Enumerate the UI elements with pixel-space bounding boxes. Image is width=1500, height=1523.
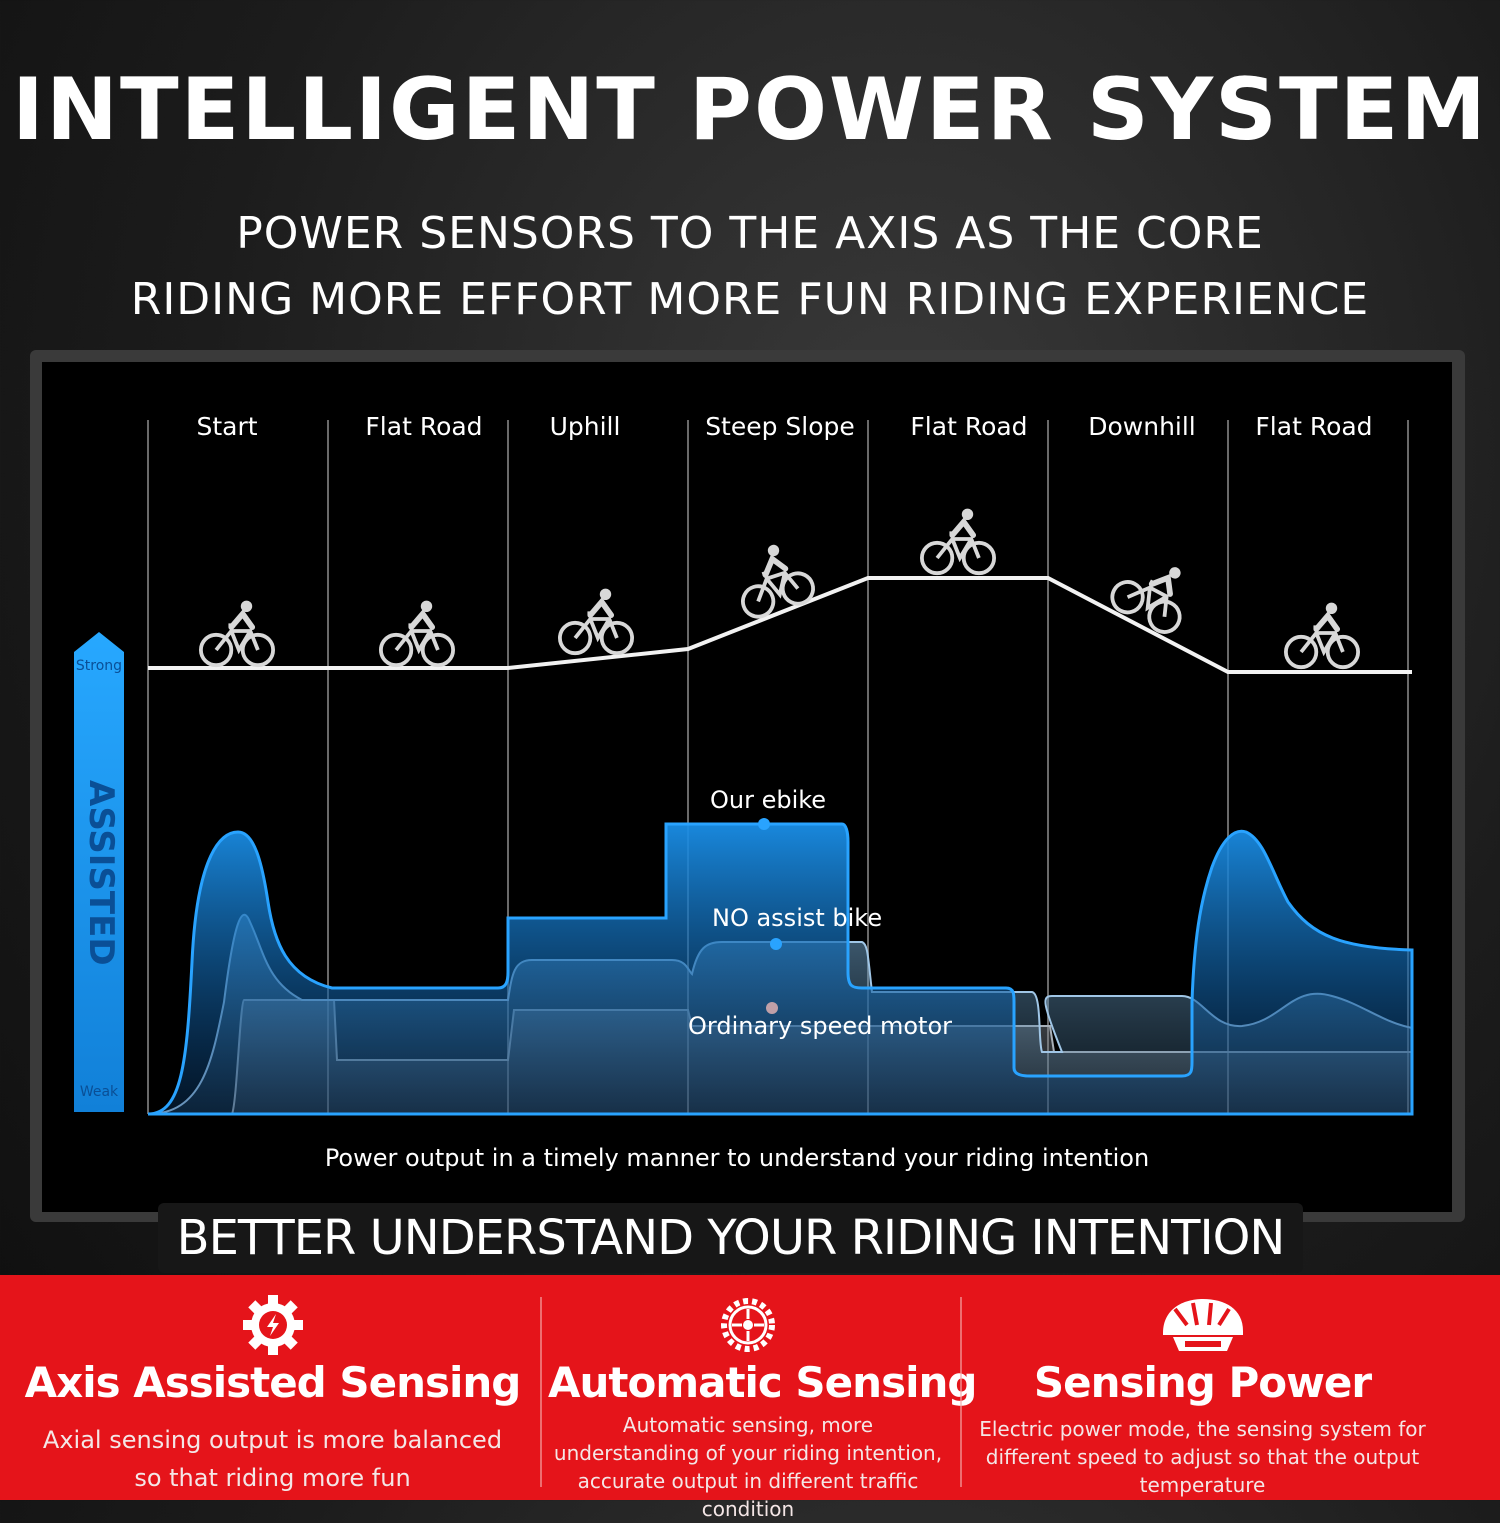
subtitle-line-1: POWER SENSORS TO THE AXIS AS THE CORE xyxy=(236,208,1264,259)
assisted-axis-arrow: Strong Weak ASSISTED xyxy=(74,632,124,1112)
feature-title: Axis Assisted Sensing xyxy=(24,1358,522,1407)
segment-label: Flat Road xyxy=(365,412,482,441)
terrain-line xyxy=(148,576,1412,674)
segment-label: Downhill xyxy=(1088,412,1196,441)
feature-description: Electric power mode, the sensing system … xyxy=(979,1417,1426,1497)
page-title: INTELLIGENT POWER SYSTEM xyxy=(12,60,1488,160)
segment-label: Flat Road xyxy=(1255,412,1372,441)
axis-strong-label: Strong xyxy=(76,658,122,674)
feature-title: Sensing Power xyxy=(1033,1358,1372,1407)
feature-description: Automatic sensing, more understanding of… xyxy=(553,1413,943,1521)
segment-label: Uphill xyxy=(550,412,621,441)
series-label-ordinary: Ordinary speed motor xyxy=(688,1012,952,1040)
segment-label: Flat Road xyxy=(910,412,1027,441)
series-marker xyxy=(758,818,770,830)
gear-bolt-icon xyxy=(223,1295,323,1359)
helmet-icon xyxy=(1153,1295,1253,1359)
cyclist-icon xyxy=(560,589,632,654)
feature-automatic-sensing: Automatic Sensing Automatic sensing, mor… xyxy=(548,1275,977,1521)
subtitle-line-2: RIDING MORE EFFORT MORE FUN RIDING EXPER… xyxy=(130,274,1370,325)
series-our-ebike-area xyxy=(147,822,1414,1116)
series-marker xyxy=(766,1002,778,1014)
feature-divider xyxy=(540,1297,542,1487)
cyclist-icon xyxy=(1107,546,1201,637)
cyclist-icon xyxy=(201,601,273,666)
cyclist-icon xyxy=(1286,603,1358,668)
riding-diagram: Start Flat Road Uphill Steep Slope Flat … xyxy=(42,362,1452,1212)
feature-description: Axial sensing output is more balanced so… xyxy=(42,1426,503,1492)
intention-banner: BETTER UNDERSTAND YOUR RIDING INTENTION xyxy=(158,1203,1303,1273)
cyclist-icon xyxy=(381,601,453,666)
segment-label: Steep Slope xyxy=(705,412,855,441)
axis-title: ASSISTED xyxy=(81,780,121,966)
series-marker xyxy=(770,938,782,950)
chainring-icon xyxy=(698,1295,798,1359)
diagram-caption: Power output in a timely manner to under… xyxy=(325,1144,1149,1172)
features-bar: Axis Assisted Sensing Axial sensing outp… xyxy=(0,1275,1500,1521)
feature-sensing-power: Sensing Power Electric power mode, the s… xyxy=(975,1275,1430,1500)
feature-divider xyxy=(960,1297,962,1487)
feature-title: Automatic Sensing xyxy=(548,1358,977,1407)
cyclist-icon xyxy=(922,509,994,574)
feature-axis-assisted: Axis Assisted Sensing Axial sensing outp… xyxy=(20,1275,525,1500)
series-label-our-ebike: Our ebike xyxy=(710,786,826,814)
axis-weak-label: Weak xyxy=(80,1084,119,1100)
segment-label: Start xyxy=(196,412,257,441)
series-label-no-assist: NO assist bike xyxy=(712,904,882,932)
cyclist-icon xyxy=(728,537,817,621)
